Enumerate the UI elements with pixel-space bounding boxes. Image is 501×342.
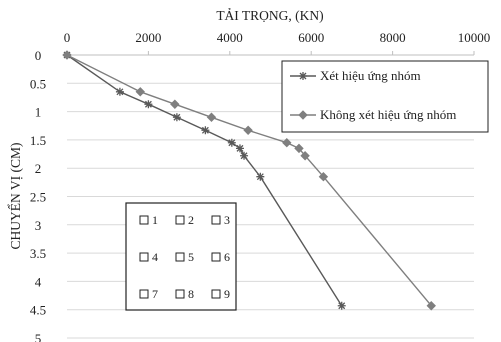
pile-label: 5	[188, 250, 194, 264]
pile-square	[211, 252, 221, 262]
pile-square	[139, 289, 149, 299]
x-tick-label: 6000	[298, 30, 324, 45]
y-tick-label: 2	[35, 161, 42, 176]
star-marker	[201, 126, 210, 135]
diamond-marker	[282, 138, 292, 148]
x-tick-label: 4000	[217, 30, 243, 45]
y-tick-label: 1	[35, 105, 42, 120]
diamond-marker	[206, 112, 217, 122]
pile-group-inset: 1 2 3 4 5 6 7 8 9	[125, 202, 237, 311]
diamond-marker	[135, 87, 145, 97]
legend-box	[281, 60, 489, 133]
legend: Xét hiệu ứng nhóm Không xét hiệu ứng nhóm	[281, 60, 489, 133]
pile-label: 7	[152, 287, 158, 301]
star-marker	[115, 87, 124, 96]
star-marker	[227, 138, 236, 147]
y-tick-label: 4.5	[30, 303, 46, 318]
diamond-marker	[426, 301, 436, 311]
pile-square	[211, 289, 221, 299]
pile-label: 4	[152, 250, 158, 264]
y-tick-label: 3.5	[30, 246, 46, 261]
pile-square	[211, 215, 221, 225]
y-tick-label: 5	[35, 331, 42, 342]
series-2	[62, 50, 436, 311]
diamond-marker	[300, 151, 310, 161]
pile-label: 9	[224, 287, 230, 301]
pile-square	[175, 289, 185, 299]
star-marker	[144, 100, 153, 109]
pile-label: 3	[224, 213, 230, 227]
diamond-marker	[318, 171, 329, 182]
y-tick-label: 0	[35, 48, 42, 63]
diamond-marker	[298, 110, 308, 120]
x-tick-label: 0	[64, 30, 71, 45]
pile-label: 2	[188, 213, 194, 227]
pile-square	[139, 215, 149, 225]
series-line	[66, 54, 432, 307]
star-marker	[256, 172, 265, 181]
y-tick-label: 1.5	[30, 133, 46, 148]
diamond-marker	[62, 50, 72, 60]
pile-label: 1	[152, 213, 158, 227]
legend-label: Xét hiệu ứng nhóm	[320, 68, 421, 83]
x-tick-label: 8000	[380, 30, 406, 45]
series-1	[63, 51, 346, 310]
star-marker	[172, 113, 181, 122]
y-tick-label: 2.5	[30, 190, 46, 205]
pile-label: 8	[188, 287, 194, 301]
pile-label: 6	[224, 250, 230, 264]
y-tick-label: 3	[35, 218, 42, 233]
x-axis-title: TẢI TRỌNG, (KN)	[216, 8, 323, 23]
star-marker	[235, 144, 244, 153]
y-tick-label: 4	[35, 274, 42, 289]
pile-square	[175, 215, 185, 225]
diamond-marker	[294, 143, 304, 154]
star-marker	[299, 72, 307, 80]
star-marker	[240, 151, 249, 160]
x-tick-label: 2000	[135, 30, 161, 45]
series-group	[62, 50, 436, 311]
y-tick-label: 0.5	[30, 76, 46, 91]
legend-label: Không xét hiệu ứng nhóm	[320, 107, 456, 122]
pile-square	[139, 252, 149, 262]
axes	[66, 51, 475, 56]
pile-square	[175, 252, 185, 262]
x-tick-label: 10000	[458, 30, 491, 45]
star-marker	[337, 301, 346, 310]
series-line	[66, 54, 343, 307]
diamond-marker	[243, 125, 253, 135]
diamond-marker	[170, 99, 180, 109]
y-tick-labels: 0 0.5 1 1.5 2 2.5 3 3.5 4 4.5 5	[30, 48, 46, 342]
inset-frame	[125, 202, 237, 311]
x-tick-labels: 0 2000 4000 6000 8000 10000	[64, 30, 491, 45]
y-axis-title: CHUYỂN VỊ (CM)	[8, 143, 23, 250]
